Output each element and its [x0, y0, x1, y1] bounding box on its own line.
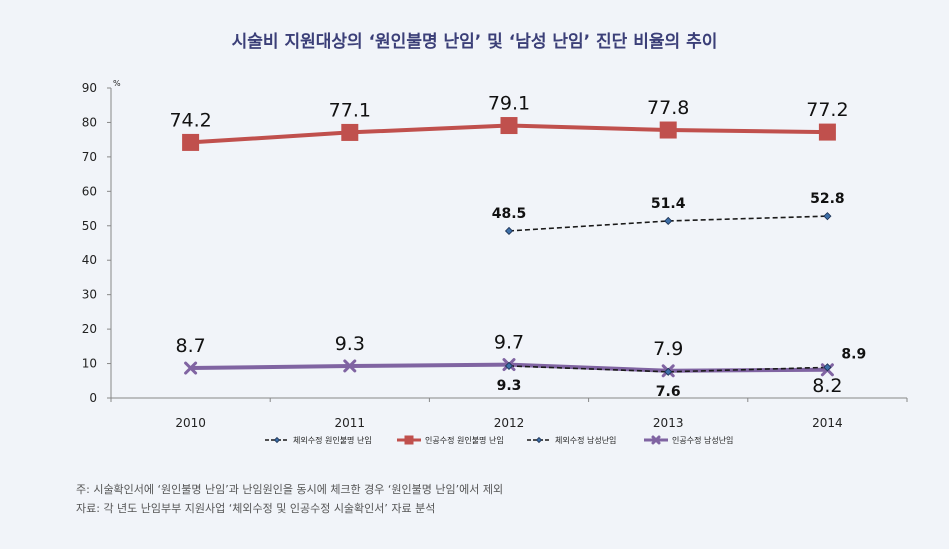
legend-label: 체외수정 원인불명 난임	[293, 435, 372, 445]
data-label: 52.8	[810, 191, 845, 207]
y-tick-label: 0	[89, 391, 97, 405]
data-label: 7.6	[656, 384, 681, 400]
y-tick-label: 80	[82, 115, 97, 129]
y-tick-label: 20	[82, 322, 97, 336]
data-label: 8.9	[841, 346, 866, 362]
data-label: 77.8	[647, 97, 689, 119]
y-tick-label: 90	[82, 81, 97, 95]
y-tick-label: 60	[82, 184, 97, 198]
footnote: 주: 시술확인서에 ‘원인불명 난임’과 난임원인을 동시에 체크한 경우 ‘원…	[76, 483, 504, 496]
y-tick-label: 50	[82, 219, 97, 233]
data-label: 77.2	[806, 99, 848, 121]
data-point	[818, 123, 836, 141]
y-tick-label: 70	[82, 150, 97, 164]
legend-label: 체외수정 남성난임	[555, 435, 616, 445]
legend-marker	[273, 436, 281, 444]
x-tick-label: 2013	[653, 416, 684, 430]
data-point	[341, 123, 359, 141]
data-label: 74.2	[169, 109, 211, 131]
data-point	[823, 212, 832, 221]
data-point	[184, 361, 198, 375]
chart-title: 시술비 지원대상의 ‘원인불명 난임’ 및 ‘남성 난임’ 진단 비율의 추이	[231, 32, 718, 52]
x-tick-label: 2010	[175, 416, 206, 430]
data-label: 8.7	[175, 335, 205, 357]
data-label: 77.1	[329, 99, 371, 121]
data-point	[500, 117, 518, 135]
data-label: 9.3	[497, 378, 522, 394]
legend-marker	[535, 436, 543, 444]
data-point	[504, 361, 514, 371]
data-label: 51.4	[651, 196, 686, 212]
data-point	[504, 226, 514, 236]
data-point	[182, 133, 200, 151]
series-line	[508, 365, 828, 373]
series-line	[508, 215, 828, 232]
y-tick-label: 40	[82, 253, 97, 267]
data-label: 48.5	[492, 206, 527, 222]
y-axis-unit: %	[113, 79, 121, 88]
y-tick-label: 10	[82, 357, 97, 371]
x-tick-label: 2011	[335, 416, 366, 430]
data-point	[343, 359, 357, 373]
legend-marker	[404, 435, 414, 445]
legend-marker	[651, 435, 661, 445]
data-label: 7.9	[653, 338, 683, 360]
y-tick-label: 30	[82, 288, 97, 302]
data-point	[823, 363, 832, 372]
data-label: 8.2	[812, 375, 842, 397]
data-label: 9.7	[494, 332, 524, 354]
x-tick-label: 2012	[494, 416, 525, 430]
source-note: 자료: 각 년도 난임부부 지원사업 ‘체외수정 및 인공수정 시술확인서’ 자…	[76, 502, 436, 515]
x-tick-label: 2014	[812, 416, 843, 430]
data-point	[664, 216, 673, 226]
data-point	[664, 367, 673, 376]
legend-label: 인공수정 남성난임	[672, 435, 733, 445]
data-point	[659, 121, 677, 139]
data-label: 9.3	[335, 333, 365, 355]
data-label: 79.1	[488, 93, 530, 115]
legend-label: 인공수정 원인불명 난임	[425, 435, 504, 445]
